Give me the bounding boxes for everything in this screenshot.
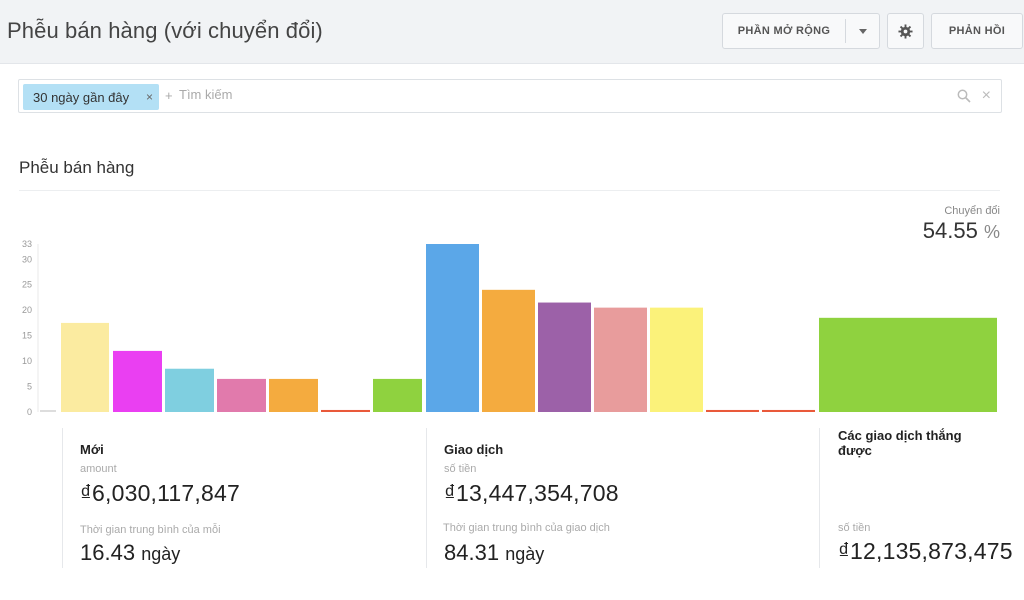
funnel-bar[interactable] [426, 244, 479, 412]
funnel-chart: 0 5 10 15 20 25 30 33 [22, 239, 997, 416]
y-tick-label: 15 [22, 331, 32, 341]
stat-subtitle: số tiền [444, 463, 477, 475]
feedback-button[interactable]: PHẢN HỒI [931, 13, 1023, 49]
funnel-bar[interactable] [482, 289, 535, 412]
funnel-bar[interactable] [650, 307, 703, 412]
stat-title: Giao dịch [444, 442, 504, 457]
divider [19, 190, 1000, 191]
funnel-bar[interactable] [113, 350, 162, 412]
filter-tag-label: 30 ngày gần đây [33, 89, 130, 105]
conversion-label: Chuyển đổi [944, 205, 1000, 217]
y-tick-label: 20 [22, 305, 32, 315]
search-input[interactable] [179, 87, 939, 102]
stat-amount: ₫12,135,873,475 [838, 538, 1013, 564]
plus-icon: + [165, 88, 173, 103]
funnel-bar[interactable] [594, 307, 647, 412]
top-bar: Phễu bán hàng (với chuyển đổi) PHẦN MỞ R… [0, 0, 1024, 64]
funnel-bar[interactable] [819, 317, 997, 412]
stat-subtitle: số tiền [838, 522, 871, 534]
avg-time-label: Thời gian trung bình của mỗi [80, 524, 221, 536]
stat-amount: ₫6,030,117,847 [80, 480, 240, 506]
funnel-bar[interactable] [762, 409, 815, 412]
stat-title: Mới [80, 442, 104, 457]
funnel-bar[interactable] [61, 322, 109, 412]
avg-time-unit: ngày [141, 544, 181, 564]
funnel-bar[interactable] [217, 378, 266, 412]
extensions-dropdown-toggle[interactable] [846, 28, 879, 34]
conversion-rate: 54.55 % [923, 218, 1000, 244]
y-tick-label: 33 [22, 239, 32, 249]
button-divider [845, 19, 846, 43]
funnel-bar[interactable] [40, 410, 56, 412]
extensions-label: PHẦN MỞ RỘNG [737, 25, 831, 37]
remove-filter-icon[interactable]: × [145, 90, 153, 104]
y-tick-label: 25 [22, 280, 32, 290]
stat-subtitle: amount [80, 463, 117, 475]
stat-title: Các giao dịch thắng được [838, 428, 962, 458]
avg-time-number: 16.43 [80, 540, 136, 565]
extensions-button[interactable]: PHẦN MỞ RỘNG [722, 13, 880, 49]
stat-amount: ₫13,447,354,708 [444, 480, 619, 506]
column-divider [819, 428, 820, 568]
column-divider [62, 428, 63, 568]
y-tick-label: 30 [22, 254, 32, 264]
avg-time-unit: ngày [505, 544, 545, 564]
y-tick-label: 5 [27, 382, 32, 392]
search-icon[interactable] [957, 89, 971, 103]
funnel-bar[interactable] [165, 368, 214, 412]
y-tick-label: 10 [22, 356, 32, 366]
filter-tag[interactable]: 30 ngày gần đây × [23, 84, 159, 110]
funnel-bar[interactable] [373, 378, 422, 412]
page-title: Phễu bán hàng (với chuyển đổi) [7, 18, 323, 43]
conversion-value: 54.55 [922, 218, 978, 243]
y-tick-label: 0 [27, 407, 32, 416]
gear-icon [898, 23, 913, 39]
column-divider [426, 428, 427, 568]
search-bar: 30 ngày gần đây × + × [18, 79, 1002, 113]
chevron-down-icon [858, 28, 867, 34]
clear-search-icon[interactable]: × [981, 87, 991, 104]
funnel-bar[interactable] [269, 378, 318, 412]
funnel-bar[interactable] [321, 409, 370, 412]
funnel-title: Phễu bán hàng [19, 158, 135, 177]
funnel-bar[interactable] [538, 302, 591, 412]
avg-time-number: 84.31 [444, 540, 500, 565]
avg-time-value: 16.43 ngày [80, 540, 180, 566]
conversion-unit: % [983, 222, 1000, 242]
avg-time-label: Thời gian trung bình của giao dịch [443, 522, 610, 534]
settings-button[interactable] [887, 13, 924, 49]
avg-time-value: 84.31 ngày [444, 540, 544, 566]
funnel-bar[interactable] [706, 409, 759, 412]
